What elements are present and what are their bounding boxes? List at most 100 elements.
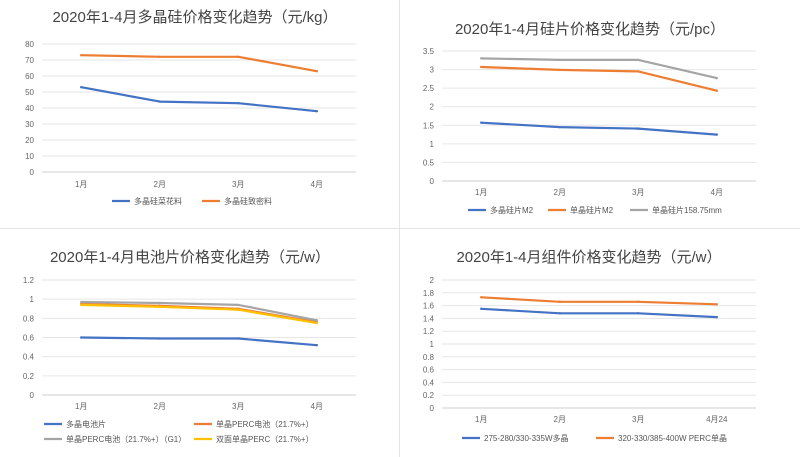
data-point [315, 321, 318, 325]
y-tick-label: 50 [25, 88, 34, 97]
y-tick-label: 0 [430, 404, 435, 413]
series-line-1 [80, 86, 318, 113]
data-point [237, 308, 240, 311]
data-point [237, 337, 240, 340]
data-point [158, 305, 161, 309]
y-tick-label: 1.5 [423, 121, 435, 130]
x-tick-label: 3月 [632, 415, 644, 424]
data-point [480, 121, 483, 124]
data-point [158, 301, 161, 305]
data-point [637, 300, 640, 303]
x-tick-label: 4月 [311, 180, 323, 189]
data-point [637, 127, 640, 130]
x-tick-label: 3月 [232, 402, 244, 411]
y-tick-label: 80 [25, 40, 34, 49]
x-tick-label: 1月 [75, 180, 87, 189]
y-tick-label: 0.6 [23, 334, 35, 343]
legend-label: 单晶PERC电池（21.7%+） [216, 419, 314, 429]
x-tick-label: 1月 [475, 188, 487, 197]
y-tick-label: 2 [430, 103, 435, 112]
y-tick-label: 20 [25, 136, 34, 145]
x-tick-label: 4月 [711, 188, 723, 197]
data-point [237, 303, 240, 307]
legend-label: 275-280/330-335W多晶 [484, 433, 569, 443]
data-point [237, 102, 240, 105]
data-point [558, 312, 561, 315]
y-tick-label: 1.2 [423, 327, 435, 336]
y-tick-label: 3 [430, 66, 435, 75]
y-tick-label: 10 [25, 152, 34, 161]
data-point [480, 57, 483, 60]
x-tick-label: 3月 [632, 188, 644, 197]
data-point [237, 55, 240, 58]
data-point [637, 70, 640, 73]
y-tick-label: 1.6 [423, 302, 435, 311]
y-tick-label: 40 [25, 104, 34, 113]
data-point [637, 312, 640, 315]
data-point [715, 76, 718, 80]
series-line-1 [80, 336, 318, 347]
data-point [558, 58, 561, 62]
x-tick-label: 1月 [475, 415, 487, 424]
y-tick-label: 0.4 [423, 378, 435, 387]
chart-1: 2020年1-4月多晶硅价格变化趋势（元/kg） 0 10 20 30 40 50 60 70 8… [25, 9, 356, 206]
y-tick-label: 1.4 [423, 314, 435, 323]
data-point [315, 70, 318, 73]
y-tick-label: 70 [25, 56, 34, 65]
y-tick-label: 30 [25, 120, 34, 129]
data-point [80, 303, 83, 307]
chart-title: 2020年1-4月电池片价格变化趋势（元/w） [50, 249, 330, 266]
data-point [315, 343, 318, 347]
data-point [480, 307, 483, 310]
data-point [80, 86, 83, 89]
chart-title: 2020年1-4月硅片价格变化趋势（元/pc） [455, 21, 725, 38]
y-tick-label: 2 [430, 276, 435, 285]
y-tick-label: 0 [430, 177, 435, 186]
x-tick-label: 2月 [554, 188, 566, 197]
y-tick-label: 0 [30, 391, 35, 400]
x-tick-label: 2月 [154, 402, 166, 411]
legend-label: 单晶硅片M2 [570, 205, 614, 215]
series-line-3 [80, 300, 318, 322]
data-point [558, 125, 561, 129]
panel-divider-horizontal [0, 228, 800, 229]
data-point [315, 319, 318, 322]
data-point [715, 133, 718, 136]
y-tick-label: 60 [25, 72, 34, 81]
data-point [158, 55, 161, 58]
y-tick-label: 3.5 [423, 47, 435, 56]
data-point [637, 58, 640, 62]
data-point [80, 300, 83, 304]
y-tick-label: 1 [430, 140, 435, 149]
series-line-2 [80, 54, 318, 73]
series-line-1 [480, 307, 718, 319]
y-tick-label: 0.4 [23, 353, 35, 362]
data-point [558, 300, 561, 303]
y-tick-label: 1 [30, 295, 35, 304]
legend-label: 多晶电池片 [66, 419, 106, 429]
series-line-4 [80, 303, 318, 325]
legend-label: 单晶PERC电池（21.7%+）（G1） [66, 434, 186, 444]
data-point [715, 89, 718, 92]
data-point [715, 303, 718, 306]
legend-label: 多晶硅片M2 [490, 205, 534, 215]
legend-label: 多晶硅菜花料 [134, 196, 182, 206]
chart-3: 2020年1-4月电池片价格变化趋势（元/w） 0 0.2 0.4 0.6 0.8 1 1.2… [23, 249, 356, 444]
data-point [558, 68, 561, 72]
x-tick-label: 4月24 [706, 415, 728, 424]
x-tick-label: 2月 [554, 415, 566, 424]
series-line-1 [480, 121, 718, 136]
x-tick-label: 3月 [232, 180, 244, 189]
y-tick-label: 1.2 [23, 276, 35, 285]
chart-title: 2020年1-4月组件价格变化趋势（元/w） [456, 249, 721, 266]
y-tick-label: 0.8 [423, 353, 435, 362]
y-tick-label: 1 [430, 340, 435, 349]
data-point [80, 336, 83, 339]
y-tick-label: 0 [30, 168, 35, 177]
legend-label: 单晶硅片158.75mm [652, 205, 722, 215]
data-point [480, 65, 483, 69]
legend-label: 多晶硅致密料 [224, 196, 272, 206]
chart-title: 2020年1-4月多晶硅价格变化趋势（元/kg） [52, 9, 337, 26]
